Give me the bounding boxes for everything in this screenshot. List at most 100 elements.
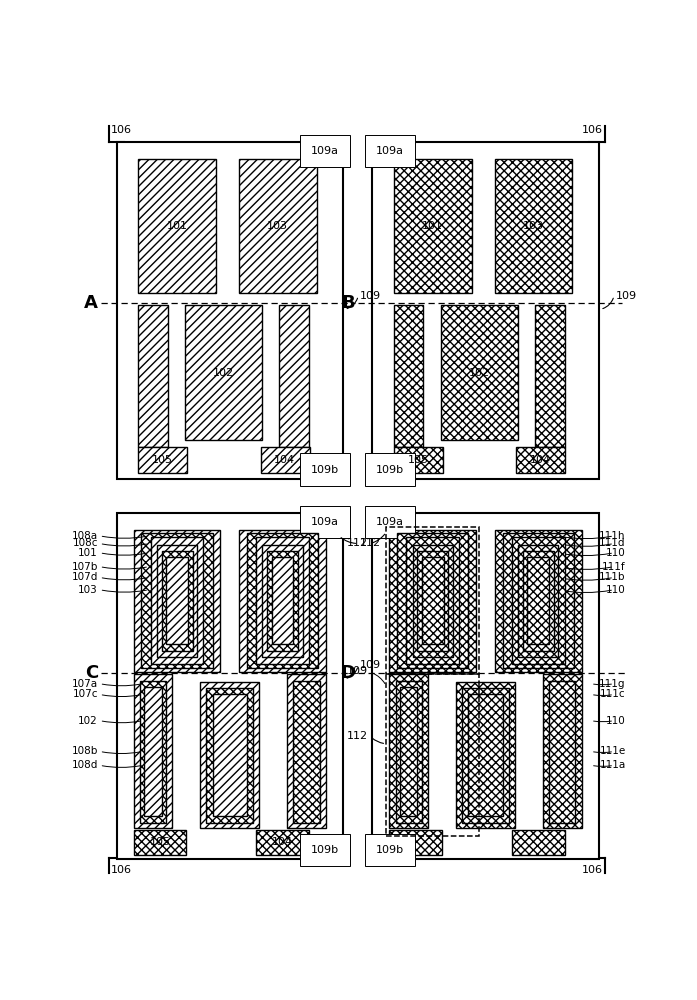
Text: 108c: 108c <box>72 538 98 548</box>
Bar <box>262 545 302 657</box>
Text: 102: 102 <box>213 368 234 378</box>
Text: 105: 105 <box>408 455 429 465</box>
Bar <box>528 557 549 644</box>
Text: 111a: 111a <box>599 760 626 770</box>
Text: 108d: 108d <box>72 760 98 770</box>
Text: 109: 109 <box>360 660 381 670</box>
Bar <box>400 687 418 816</box>
Bar <box>512 537 565 664</box>
Bar <box>287 674 325 828</box>
Bar <box>396 681 422 823</box>
Bar <box>116 142 343 479</box>
Bar <box>372 513 599 859</box>
Text: 110: 110 <box>606 585 626 595</box>
Bar <box>512 830 565 855</box>
Text: 108a: 108a <box>72 531 98 541</box>
Bar <box>495 158 572 293</box>
Text: 103: 103 <box>523 221 544 231</box>
Text: 109b: 109b <box>311 465 339 475</box>
Bar <box>140 681 166 823</box>
Text: 102: 102 <box>78 716 98 726</box>
Bar <box>503 533 574 668</box>
Text: 109a: 109a <box>376 517 404 527</box>
Text: 103: 103 <box>78 585 98 595</box>
Text: 101: 101 <box>167 221 187 231</box>
Bar <box>468 694 503 816</box>
Bar <box>267 551 298 651</box>
Text: 103: 103 <box>267 221 289 231</box>
Bar <box>213 694 247 816</box>
Bar <box>535 305 565 447</box>
Bar <box>157 545 197 657</box>
Text: 105: 105 <box>149 837 171 847</box>
Bar <box>134 830 186 855</box>
Text: 109: 109 <box>360 291 381 301</box>
Bar <box>185 305 262 440</box>
Bar <box>144 687 162 816</box>
Bar <box>116 513 343 859</box>
Bar <box>200 682 259 828</box>
Text: 106: 106 <box>582 125 604 135</box>
Bar <box>293 681 320 823</box>
Text: C: C <box>85 664 98 682</box>
Bar <box>138 305 168 447</box>
Bar <box>390 530 476 672</box>
Text: 107c: 107c <box>72 689 98 699</box>
Bar <box>495 530 581 672</box>
Text: 111e: 111e <box>599 746 626 756</box>
Bar <box>394 305 424 447</box>
Text: 111g: 111g <box>599 679 626 689</box>
Text: 107d: 107d <box>72 572 98 582</box>
Text: 111d: 111d <box>599 538 626 548</box>
Bar <box>239 158 316 293</box>
Bar <box>418 551 448 651</box>
Bar <box>134 674 172 828</box>
Text: 111h: 111h <box>599 531 626 541</box>
Bar <box>256 537 309 664</box>
Text: 106: 106 <box>110 865 131 875</box>
Bar <box>422 557 443 644</box>
Text: 109a: 109a <box>376 146 404 156</box>
Text: D: D <box>340 664 355 682</box>
Bar <box>247 533 318 668</box>
Text: 109b: 109b <box>376 845 404 855</box>
Bar <box>206 688 253 823</box>
Text: 112: 112 <box>347 731 369 741</box>
Text: 109a: 109a <box>311 146 339 156</box>
Bar <box>394 447 443 473</box>
Text: 106: 106 <box>582 865 604 875</box>
Bar <box>141 533 213 668</box>
Bar <box>386 674 480 836</box>
Bar <box>279 305 309 447</box>
Text: 109b: 109b <box>311 845 339 855</box>
Bar <box>138 447 187 473</box>
Text: 111b: 111b <box>599 572 626 582</box>
Text: 105: 105 <box>152 455 173 465</box>
Bar <box>406 537 459 664</box>
Text: 104: 104 <box>530 455 551 465</box>
Text: 109a: 109a <box>311 517 339 527</box>
Text: 101: 101 <box>422 221 443 231</box>
Bar <box>390 830 442 855</box>
Bar <box>256 830 309 855</box>
Text: 107a: 107a <box>72 679 98 689</box>
Bar <box>523 551 553 651</box>
Text: 102: 102 <box>468 368 490 378</box>
Bar <box>462 688 509 823</box>
Bar <box>549 681 576 823</box>
Text: 112: 112 <box>347 538 369 548</box>
Bar <box>441 305 518 440</box>
Text: 109: 109 <box>615 291 637 301</box>
Bar <box>397 533 468 668</box>
Text: 109b: 109b <box>376 465 404 475</box>
Text: 108b: 108b <box>72 746 98 756</box>
Bar <box>239 530 325 672</box>
Bar <box>272 557 293 644</box>
Text: 104: 104 <box>272 837 293 847</box>
Text: 106: 106 <box>110 125 131 135</box>
Bar <box>413 545 453 657</box>
Bar <box>151 537 204 664</box>
Bar <box>543 674 581 828</box>
Text: 110: 110 <box>606 548 626 558</box>
Bar <box>518 545 558 657</box>
